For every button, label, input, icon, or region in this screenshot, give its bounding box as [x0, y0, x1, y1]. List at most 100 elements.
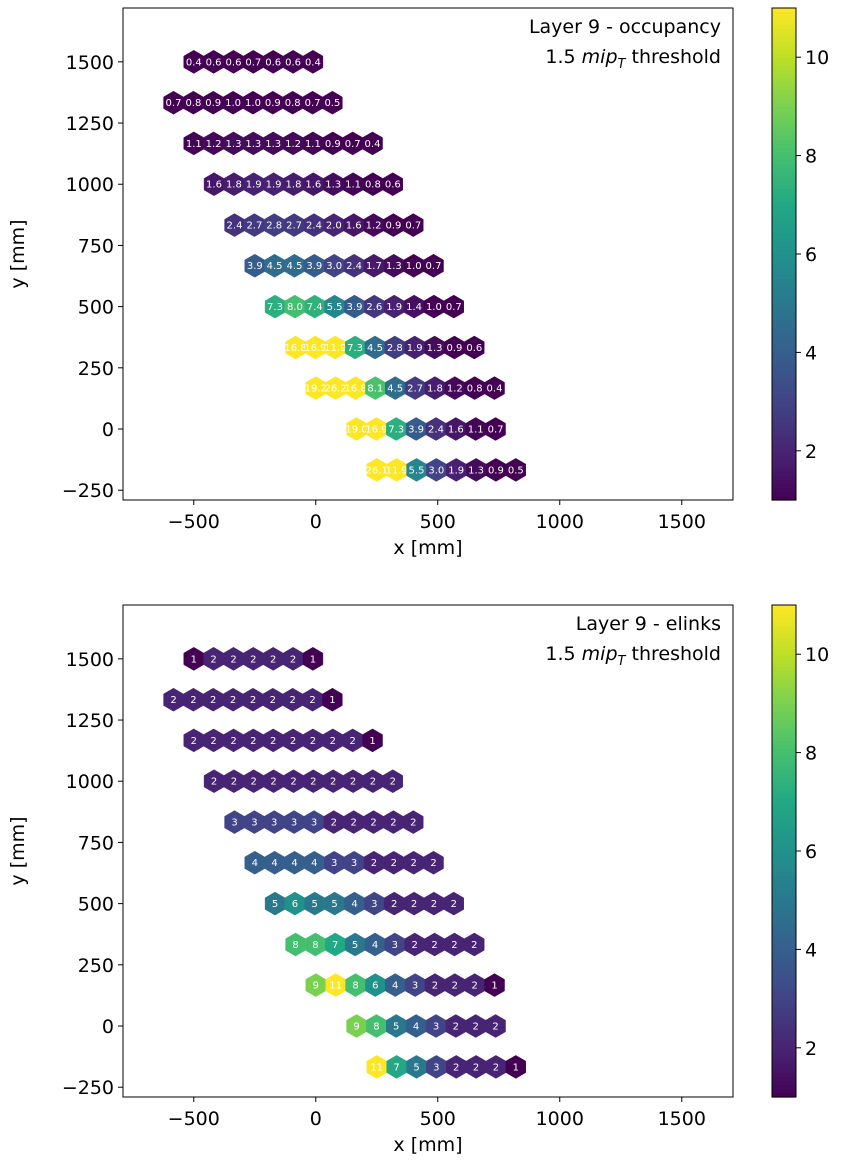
axes-frame — [122, 604, 734, 1098]
hex-cell — [484, 973, 505, 997]
cell-label: 2.7 — [407, 384, 423, 395]
cell-label: 3 — [291, 818, 297, 829]
colorbar-segment — [772, 1047, 796, 1053]
cell-label: 1.0 — [245, 98, 261, 109]
x-tick-label: 500 — [420, 1108, 456, 1130]
colorbar-segment — [772, 1015, 796, 1020]
cell-label: 3.9 — [408, 425, 424, 436]
colorbar-segment — [772, 978, 796, 983]
cell-label: 2 — [310, 777, 316, 788]
colorbar-segment — [772, 270, 796, 276]
cell-label: 1.9 — [246, 180, 262, 191]
cell-label: 2 — [290, 654, 296, 665]
chart-panel: 0.4 0.6 0.6 0.7 0.6 0.6 0.40.7 0.8 0.9 1.0 1.0 0.9 0… — [7, 7, 829, 559]
cell-label: 1.8 — [286, 180, 302, 191]
colorbar-segment — [772, 450, 796, 456]
colorbar-segment — [772, 609, 796, 614]
colorbar-segment — [772, 719, 796, 725]
colorbar-segment — [772, 336, 796, 341]
cell-label: 8 — [292, 940, 298, 951]
colorbar-segment — [772, 1035, 796, 1041]
cell-label: 2.6 — [366, 302, 382, 313]
colorbar-segment — [772, 430, 796, 435]
colorbar-segment — [772, 12, 796, 17]
plot-area — [123, 605, 733, 1097]
colorbar-tick-label: 10 — [805, 47, 829, 69]
cell-label: 1.0 — [225, 98, 241, 109]
colorbar-segment — [772, 483, 796, 489]
cell-label: 2 — [290, 736, 296, 747]
colorbar-segment — [772, 896, 796, 901]
colorbar-segment — [772, 707, 796, 713]
cell-label: 2 — [210, 695, 216, 706]
colorbar-segment — [772, 1084, 796, 1090]
cell-label: 1 — [310, 654, 316, 665]
cell-label: 1 — [191, 654, 197, 665]
colorbar-segment — [772, 241, 796, 247]
plot-area — [123, 8, 733, 500]
colorbar-segment — [772, 139, 796, 144]
colorbar-segment — [772, 941, 796, 946]
colorbar-segment — [772, 73, 796, 79]
hex-cell — [362, 131, 383, 156]
colorbar-segment — [772, 377, 796, 382]
x-tick-label: −500 — [168, 511, 220, 533]
cell-label: 0.9 — [325, 139, 341, 150]
colorbar-segment — [772, 217, 796, 222]
colorbar-segment — [772, 372, 796, 378]
colorbar-segment — [772, 621, 796, 627]
colorbar-segment — [772, 446, 796, 452]
cell-label: 2 — [472, 981, 478, 992]
colorbar-segment — [772, 957, 796, 963]
colorbar-segment — [772, 327, 796, 333]
colorbar-segment — [772, 760, 796, 766]
cell-label: 7.3 — [347, 343, 363, 354]
colorbar-segment — [772, 613, 796, 618]
cell-label: 7.3 — [388, 425, 404, 436]
cell-label: 8 — [352, 981, 358, 992]
colorbar-segment — [772, 422, 796, 427]
cell-label: 26.2 — [324, 384, 346, 395]
x-tick-label: 1000 — [536, 1108, 584, 1130]
cell-label: 3.9 — [347, 302, 363, 313]
cell-label: 1 — [369, 736, 375, 747]
cell-label: 2 — [453, 1062, 459, 1073]
colorbar-segment — [772, 413, 796, 419]
colorbar-segment — [772, 965, 796, 971]
x-tick-label: 1500 — [658, 511, 706, 533]
colorbar-segment — [772, 887, 796, 893]
colorbar-segment — [772, 744, 796, 750]
cell-label: 2 — [250, 654, 256, 665]
colorbar-segment — [772, 389, 796, 394]
cell-label: 2 — [230, 695, 236, 706]
colorbar-segment — [772, 303, 796, 308]
y-tick-label: 250 — [78, 358, 114, 380]
cell-label: 1.6 — [206, 180, 222, 191]
cell-label: 5.5 — [327, 302, 343, 313]
colorbar-segment — [772, 1051, 796, 1057]
cell-label: 2 — [251, 777, 257, 788]
cell-label: 2 — [432, 981, 438, 992]
cell-label: 1.0 — [426, 302, 442, 313]
colorbar-segment — [772, 789, 796, 795]
cell-label: 3 — [392, 940, 398, 951]
cell-label: 2 — [330, 736, 336, 747]
cell-label: 2 — [330, 777, 336, 788]
hex-cells: 1 2 2 2 2 2 1 2 2 2 2 2 2 2 2 1 2 2 2 2 2 2 2 2 2 1 2 2 2 2 2 2 2 2 2 2 3 3 3 3… — [163, 647, 526, 1079]
colorbar-segment — [772, 282, 796, 288]
colorbar-segment — [772, 61, 796, 66]
colorbar-segment — [772, 49, 796, 54]
cell-label: 8.0 — [287, 302, 303, 313]
colorbar-segment — [772, 122, 796, 128]
cell-label: 0.7 — [488, 425, 504, 436]
cell-label: 2 — [310, 736, 316, 747]
colorbar-segment — [772, 1088, 796, 1094]
colorbar-segment — [772, 1080, 796, 1086]
colorbar-segment — [772, 928, 796, 934]
y-tick-label: 750 — [78, 832, 114, 854]
cell-label: 1.3 — [325, 180, 341, 191]
cell-label: 7.3 — [267, 302, 283, 313]
x-tick-label: 1000 — [536, 511, 584, 533]
cell-label: 1 — [513, 1062, 519, 1073]
colorbar-segment — [772, 397, 796, 403]
